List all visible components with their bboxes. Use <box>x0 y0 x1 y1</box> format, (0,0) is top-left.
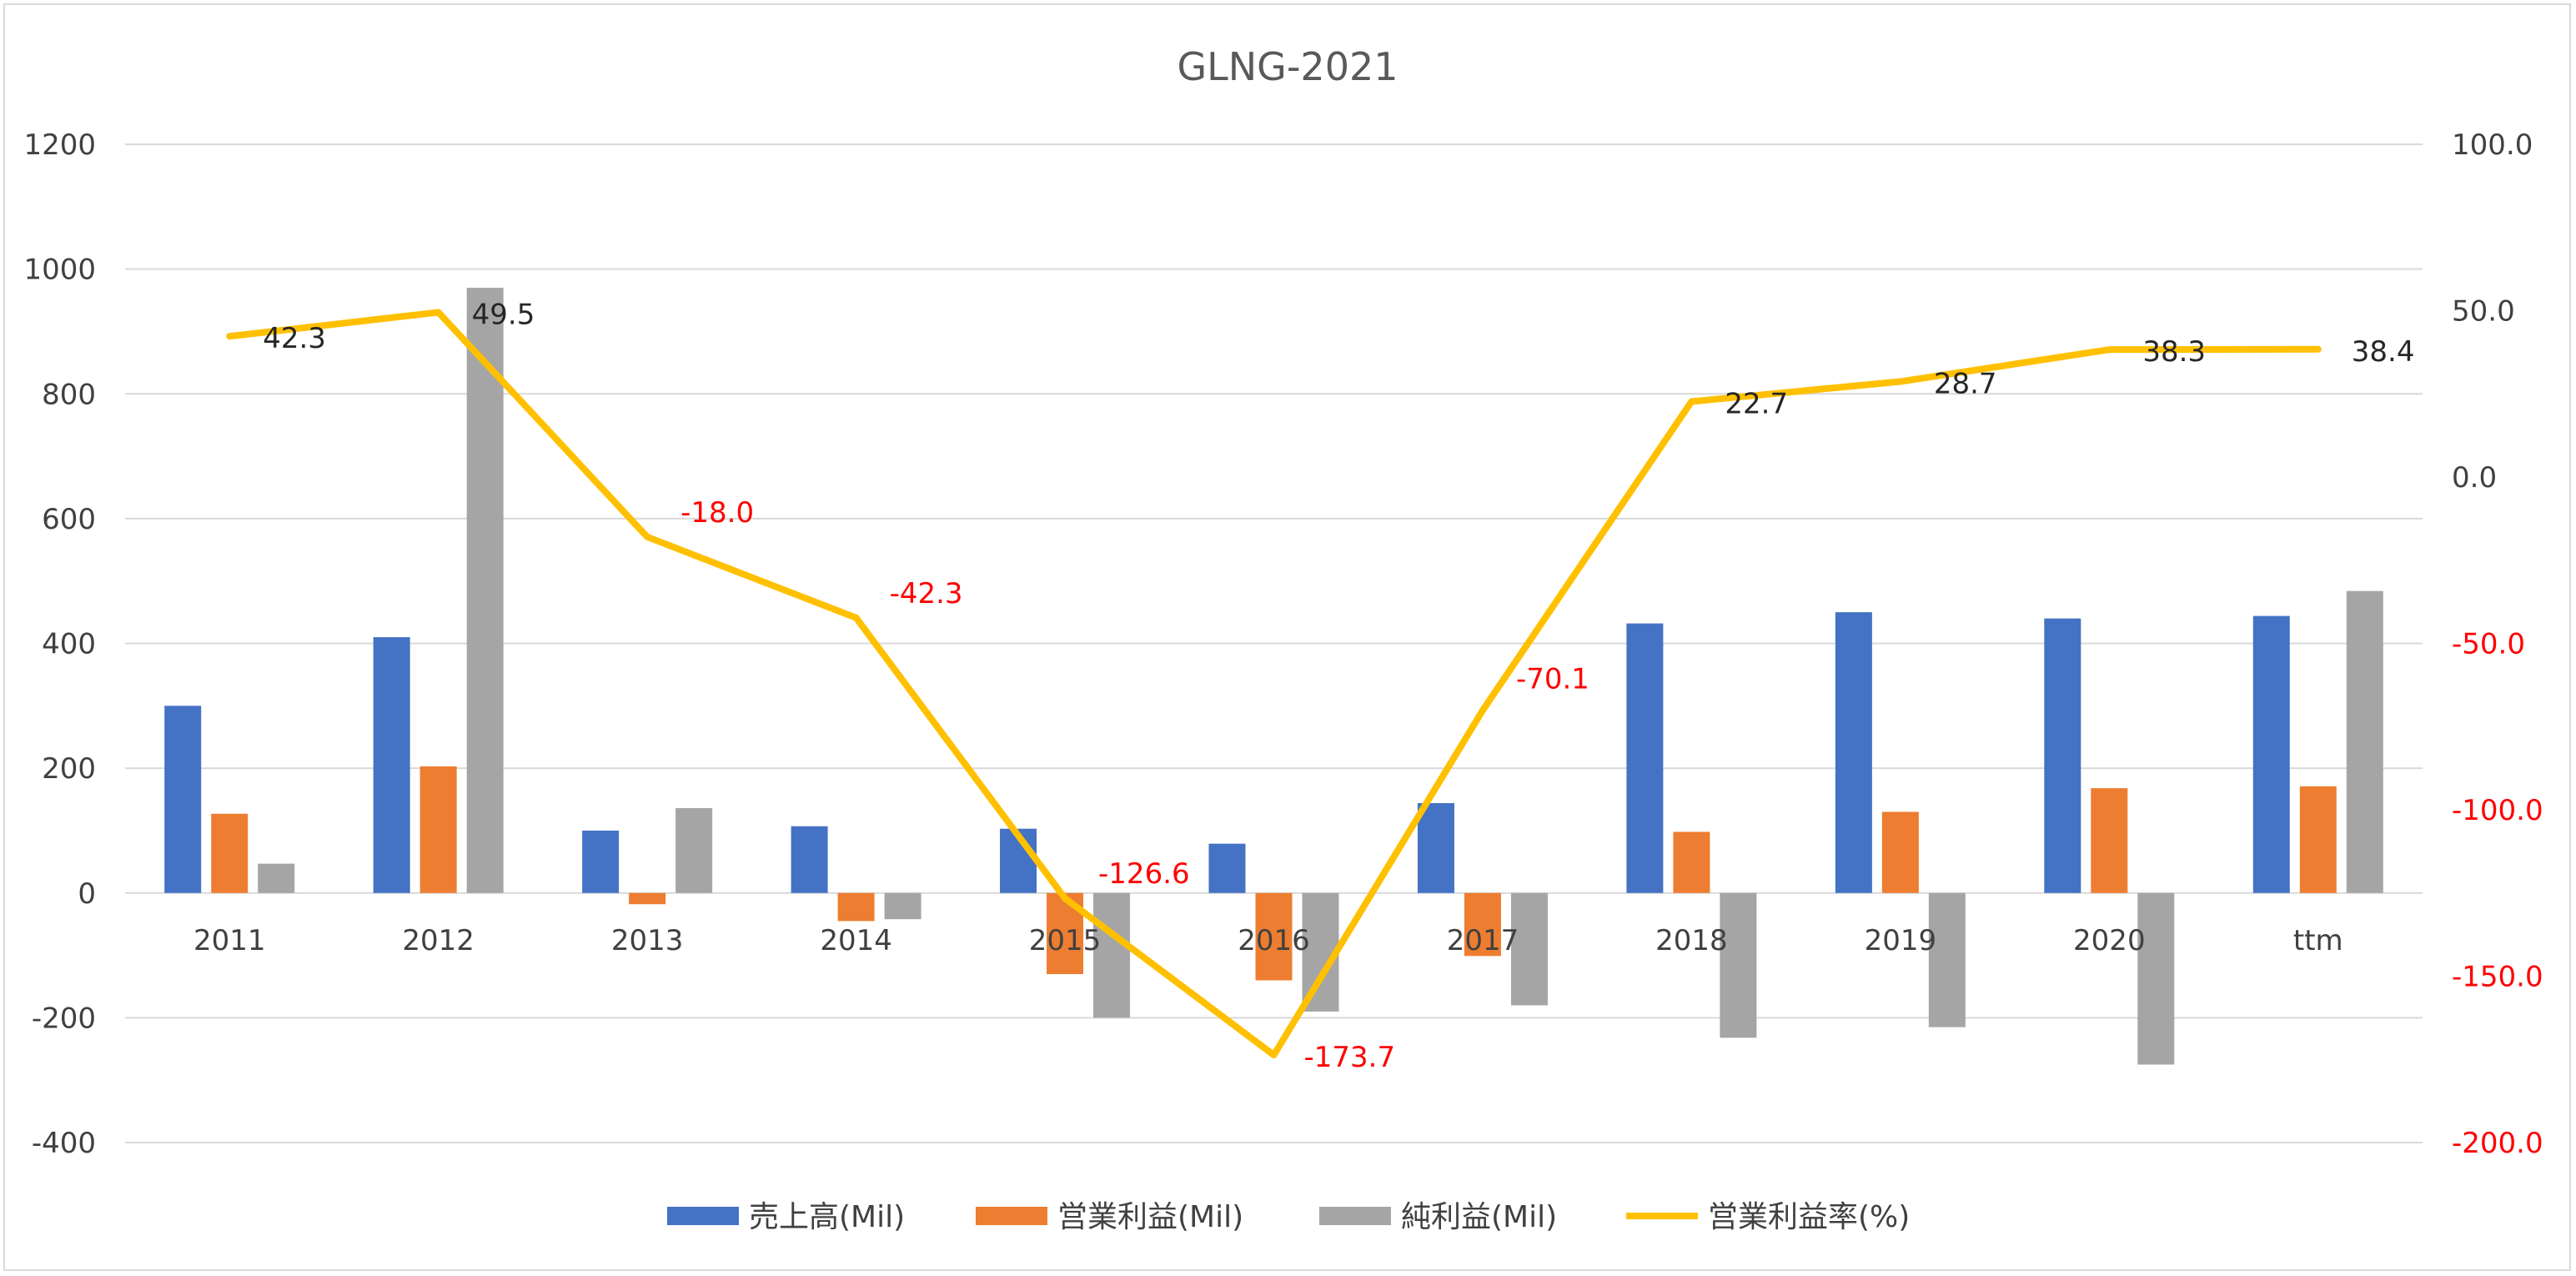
legend-swatch <box>667 1207 739 1225</box>
bar <box>419 766 457 893</box>
bar <box>1464 892 1501 957</box>
bar <box>837 892 875 922</box>
y-axis-left: -400 -200 0 200 400 600 800 1000 1200 <box>23 128 96 1160</box>
legend-label: 営業利益率(%) <box>1708 1200 1910 1234</box>
y-tick-label: 800 <box>42 378 96 411</box>
y-tick-label: 400 <box>42 628 96 661</box>
x-tick-label: 2020 <box>2073 924 2146 957</box>
line-data-label: -126.6 <box>1098 857 1190 891</box>
y-tick-label: -400 <box>32 1127 96 1160</box>
line-data-label: 49.5 <box>472 298 535 331</box>
bar <box>629 892 666 905</box>
x-tick-label: 2019 <box>1865 924 1937 957</box>
y-tick-label: -200 <box>32 1002 96 1035</box>
legend-label: 売上高(Mil) <box>749 1200 905 1234</box>
y2-tick-label: 100.0 <box>2452 128 2533 162</box>
line-data-label: -70.1 <box>1516 663 1589 696</box>
bar <box>1208 843 1246 893</box>
line-labels: 42.3 49.5 -18.0 -42.3 -126.6 -173.7 -70.1 22.7 2… <box>263 298 2414 1074</box>
bar <box>1626 623 1664 893</box>
line-data-label: -18.0 <box>680 496 754 530</box>
bar <box>1928 892 1966 1027</box>
x-tick-label: ttm <box>2293 924 2343 957</box>
bar <box>1417 803 1454 893</box>
bar <box>373 637 410 893</box>
bar <box>1673 831 1710 893</box>
bar <box>2299 786 2337 893</box>
bar <box>2346 590 2383 893</box>
y2-tick-label: -50.0 <box>2452 628 2525 661</box>
line-data-label: 22.7 <box>1725 387 1788 420</box>
y2-tick-label: -100.0 <box>2452 794 2543 827</box>
x-tick-label: 2016 <box>1238 924 1310 957</box>
bar <box>1720 892 1757 1038</box>
line-data-label: 38.4 <box>2352 335 2415 369</box>
legend-swatch <box>1319 1207 1391 1225</box>
y-tick-label: 200 <box>42 752 96 786</box>
bar <box>2137 892 2175 1065</box>
bar <box>1835 612 1872 893</box>
x-tick-label: 2013 <box>611 924 684 957</box>
y2-tick-label: 50.0 <box>2452 295 2515 329</box>
bar <box>466 288 504 893</box>
y-tick-label: 1200 <box>23 128 96 162</box>
bar <box>1510 892 1548 1006</box>
gridlines <box>125 143 2423 1143</box>
x-tick-label: 2017 <box>1447 924 1519 957</box>
line-series <box>226 309 2322 1059</box>
legend: 売上高(Mil) 営業利益(Mil) 純利益(Mil) 営業利益率(%) <box>667 1200 1910 1234</box>
bar <box>1255 892 1293 981</box>
bar <box>2044 618 2081 893</box>
y2-tick-label: 0.0 <box>2452 461 2497 495</box>
x-tick-label: 2015 <box>1029 924 1102 957</box>
bar <box>258 863 295 893</box>
legend-swatch <box>976 1207 1047 1225</box>
line-data-label: 42.3 <box>263 322 326 355</box>
bar <box>675 808 713 893</box>
bar <box>2252 615 2290 893</box>
y-tick-label: 0 <box>78 877 96 911</box>
chart-title: GLNG-2021 <box>1178 44 1398 89</box>
bar <box>582 830 620 893</box>
bar <box>791 826 828 893</box>
x-tick-label: 2014 <box>820 924 892 957</box>
line-data-label: -173.7 <box>1304 1041 1396 1074</box>
y2-tick-label: -150.0 <box>2452 961 2543 994</box>
margin-line <box>226 309 2322 1059</box>
legend-label: 純利益(Mil) <box>1401 1200 1557 1234</box>
y-tick-label: 1000 <box>23 254 96 287</box>
bar <box>884 892 921 920</box>
x-axis: 2011 2012 2013 2014 2015 2016 2017 2018 2019 2020… <box>193 924 2343 957</box>
x-tick-label: 2018 <box>1655 924 1728 957</box>
legend-label: 営業利益(Mil) <box>1057 1200 1243 1234</box>
line-data-label: -42.3 <box>890 577 963 610</box>
line-data-label: 38.3 <box>2142 335 2206 369</box>
line-data-label: 28.7 <box>1934 367 1997 400</box>
y2-tick-label: -200.0 <box>2452 1127 2543 1160</box>
bar <box>1093 892 1131 1018</box>
bar <box>2091 788 2128 893</box>
y-axis-right: -200.0 -150.0 -100.0 -50.0 0.0 50.0 100.0 <box>2452 128 2543 1160</box>
bar <box>164 706 202 893</box>
bars <box>164 288 2383 1065</box>
x-tick-label: 2011 <box>193 924 266 957</box>
x-tick-label: 2012 <box>402 924 475 957</box>
y-tick-label: 600 <box>42 503 96 536</box>
bar <box>211 813 249 893</box>
bar <box>1881 811 1919 893</box>
